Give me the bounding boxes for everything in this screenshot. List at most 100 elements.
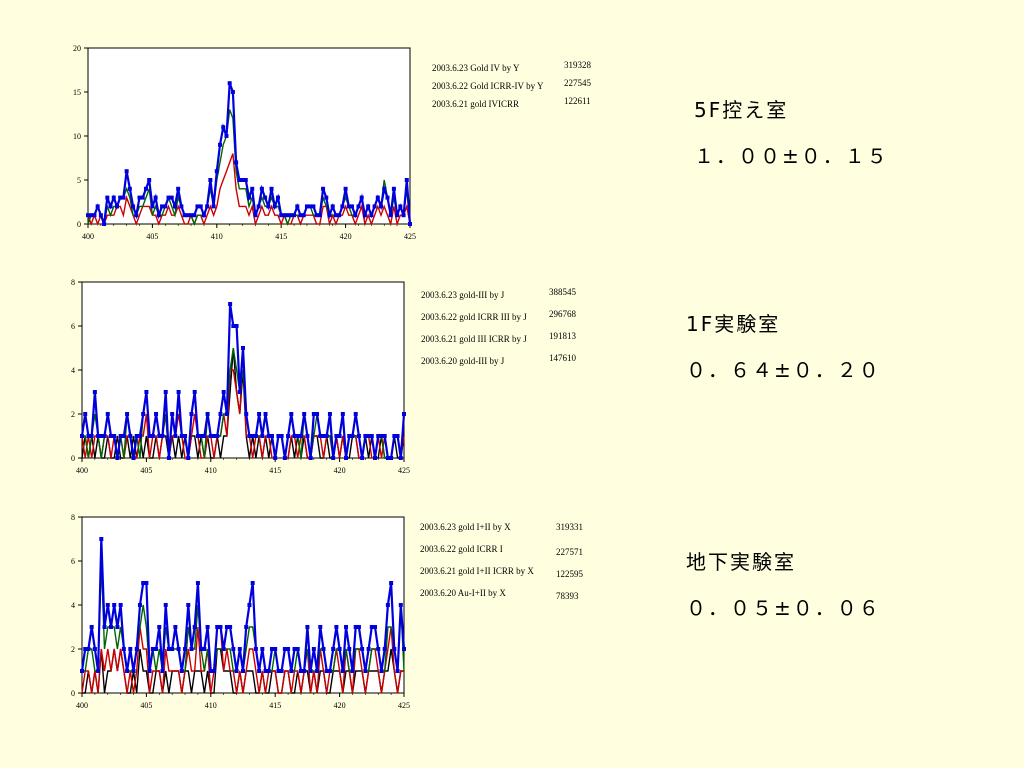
x-tick-label: 405 [146,232,158,241]
data-point [102,434,107,438]
chart-basement-svg: 0 2 4 6 8 400 405 410 415 420 425 [71,513,410,710]
data-point [253,647,258,651]
series-2 [81,626,404,694]
data-point [118,195,123,200]
data-point [144,581,149,585]
data-point [147,434,152,438]
data-point [105,412,110,416]
data-point [305,625,310,629]
data-point [172,204,177,209]
data-point [363,669,368,673]
data-point [160,434,165,438]
data-point [276,669,281,673]
x-tick-label: 400 [76,466,88,475]
data-point [286,434,291,438]
data-point [366,434,371,438]
legend-entry-count: 78393 [556,591,579,601]
x-tick-label: 410 [211,232,223,241]
data-point [398,456,403,460]
data-point [112,603,117,607]
data-point [334,625,339,629]
data-point [311,412,316,416]
data-point [83,647,88,651]
data-point [256,204,261,209]
data-point [212,434,217,438]
data-point [114,204,119,209]
data-point [366,647,371,651]
data-point [382,647,387,651]
data-point [157,434,162,438]
data-point [257,669,262,673]
data-point [227,81,232,86]
data-point [137,195,142,200]
data-point [183,647,188,651]
data-point [150,647,155,651]
data-point [375,195,380,200]
data-point [260,647,265,651]
data-point [356,434,361,438]
data-point [288,213,293,218]
data-point [183,434,188,438]
data-point [395,669,400,673]
data-point [189,647,194,651]
value-label-basement: ０．０５±０．０６ [686,596,881,620]
data-point [83,412,88,416]
data-point [124,169,129,174]
data-point [205,412,210,416]
data-point [385,603,390,607]
chart-5f-svg: 0 5 10 15 20 400 405 410 415 420 425 [73,44,416,241]
data-point [318,625,323,629]
data-point [205,204,210,209]
data-point [269,647,274,651]
data-point [266,434,271,438]
data-point [273,456,278,460]
data-point [108,204,113,209]
data-point [330,204,335,209]
data-point [147,178,152,182]
data-point [408,222,412,226]
data-point [356,204,361,209]
data-point [404,178,409,182]
data-point [218,625,223,629]
data-point [373,456,378,460]
data-point [372,204,377,209]
x-tick-label: 420 [334,701,346,710]
data-point [292,213,297,218]
location-label-basement: 地下実験室 [686,550,796,574]
value-label-5f: １．００±０．１５ [694,144,889,168]
data-point [321,647,326,651]
data-point [311,647,316,651]
data-point [379,434,384,438]
data-point [224,134,229,138]
data-point [286,647,291,651]
data-point [218,142,223,147]
data-point [89,625,94,629]
data-point [92,213,97,218]
data-point [134,434,139,438]
legend-entry-name: 2003.6.22 gold ICRR I [420,544,503,554]
data-point [275,195,280,200]
data-point [125,412,130,416]
y-tick-label: 2 [71,645,75,654]
data-point [401,213,406,218]
series-line-2 [81,626,404,694]
data-point [214,169,219,174]
chart-1f-svg: 0 2 4 6 8 400 405 410 415 420 425 [71,278,410,475]
data-point [105,603,110,607]
data-point [86,434,91,438]
data-point [89,434,94,438]
data-point [353,625,358,629]
x-tick-label: 410 [205,701,217,710]
data-point [115,625,120,629]
data-point [131,456,136,460]
x-tick-label: 410 [205,466,217,475]
data-point [344,625,349,629]
data-point [173,625,178,629]
data-point [195,204,200,209]
data-point [141,412,146,416]
y-tick-label: 0 [77,220,81,229]
data-point [170,412,175,416]
data-point [289,412,294,416]
data-point [240,178,245,182]
data-point [266,669,271,673]
